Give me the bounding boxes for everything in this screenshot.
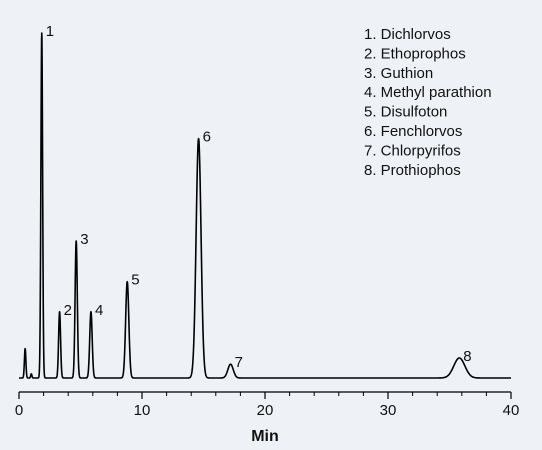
peak-label-8: 8 xyxy=(463,348,471,365)
x-ticks: 0 10 20 30 40 xyxy=(15,392,520,419)
peak-label-3: 3 xyxy=(80,231,88,248)
peak-label-7: 7 xyxy=(235,354,243,371)
x-axis: 0 10 20 30 40 Min xyxy=(15,391,520,445)
legend-item-3: 3. Guthion xyxy=(364,65,433,82)
legend-item-6: 6. Fenchlorvos xyxy=(364,123,462,140)
legend: 1. Dichlorvos 2. Ethoprophos 3. Guthion 4. … xyxy=(364,26,492,179)
legend-item-2: 2. Ethoprophos xyxy=(364,45,466,62)
chromatogram-trace xyxy=(18,32,512,379)
x-tick-label: 0 xyxy=(15,402,23,419)
legend-item-5: 5. Disulfoton xyxy=(364,104,447,121)
x-tick-label: 20 xyxy=(257,402,274,419)
plot-area: 1 2 3 4 5 6 7 8 xyxy=(18,23,512,379)
legend-item-4: 4. Methyl parathion xyxy=(364,84,492,101)
peak-label-4: 4 xyxy=(95,302,103,319)
legend-item-7: 7. Chlorpyrifos xyxy=(364,142,461,159)
peak-label-6: 6 xyxy=(203,129,211,146)
peak-label-1: 1 xyxy=(46,23,54,40)
legend-item-8: 8. Prothiophos xyxy=(364,162,461,179)
legend-item-1: 1. Dichlorvos xyxy=(364,26,451,43)
x-tick-label: 30 xyxy=(380,402,397,419)
peak-label-5: 5 xyxy=(131,272,139,289)
x-tick-label: 40 xyxy=(503,402,520,419)
peak-labels: 1 2 3 4 5 6 7 8 xyxy=(46,23,472,371)
x-tick-label: 10 xyxy=(134,402,151,419)
x-axis-title: Min xyxy=(251,428,279,445)
peak-label-2: 2 xyxy=(64,302,72,319)
